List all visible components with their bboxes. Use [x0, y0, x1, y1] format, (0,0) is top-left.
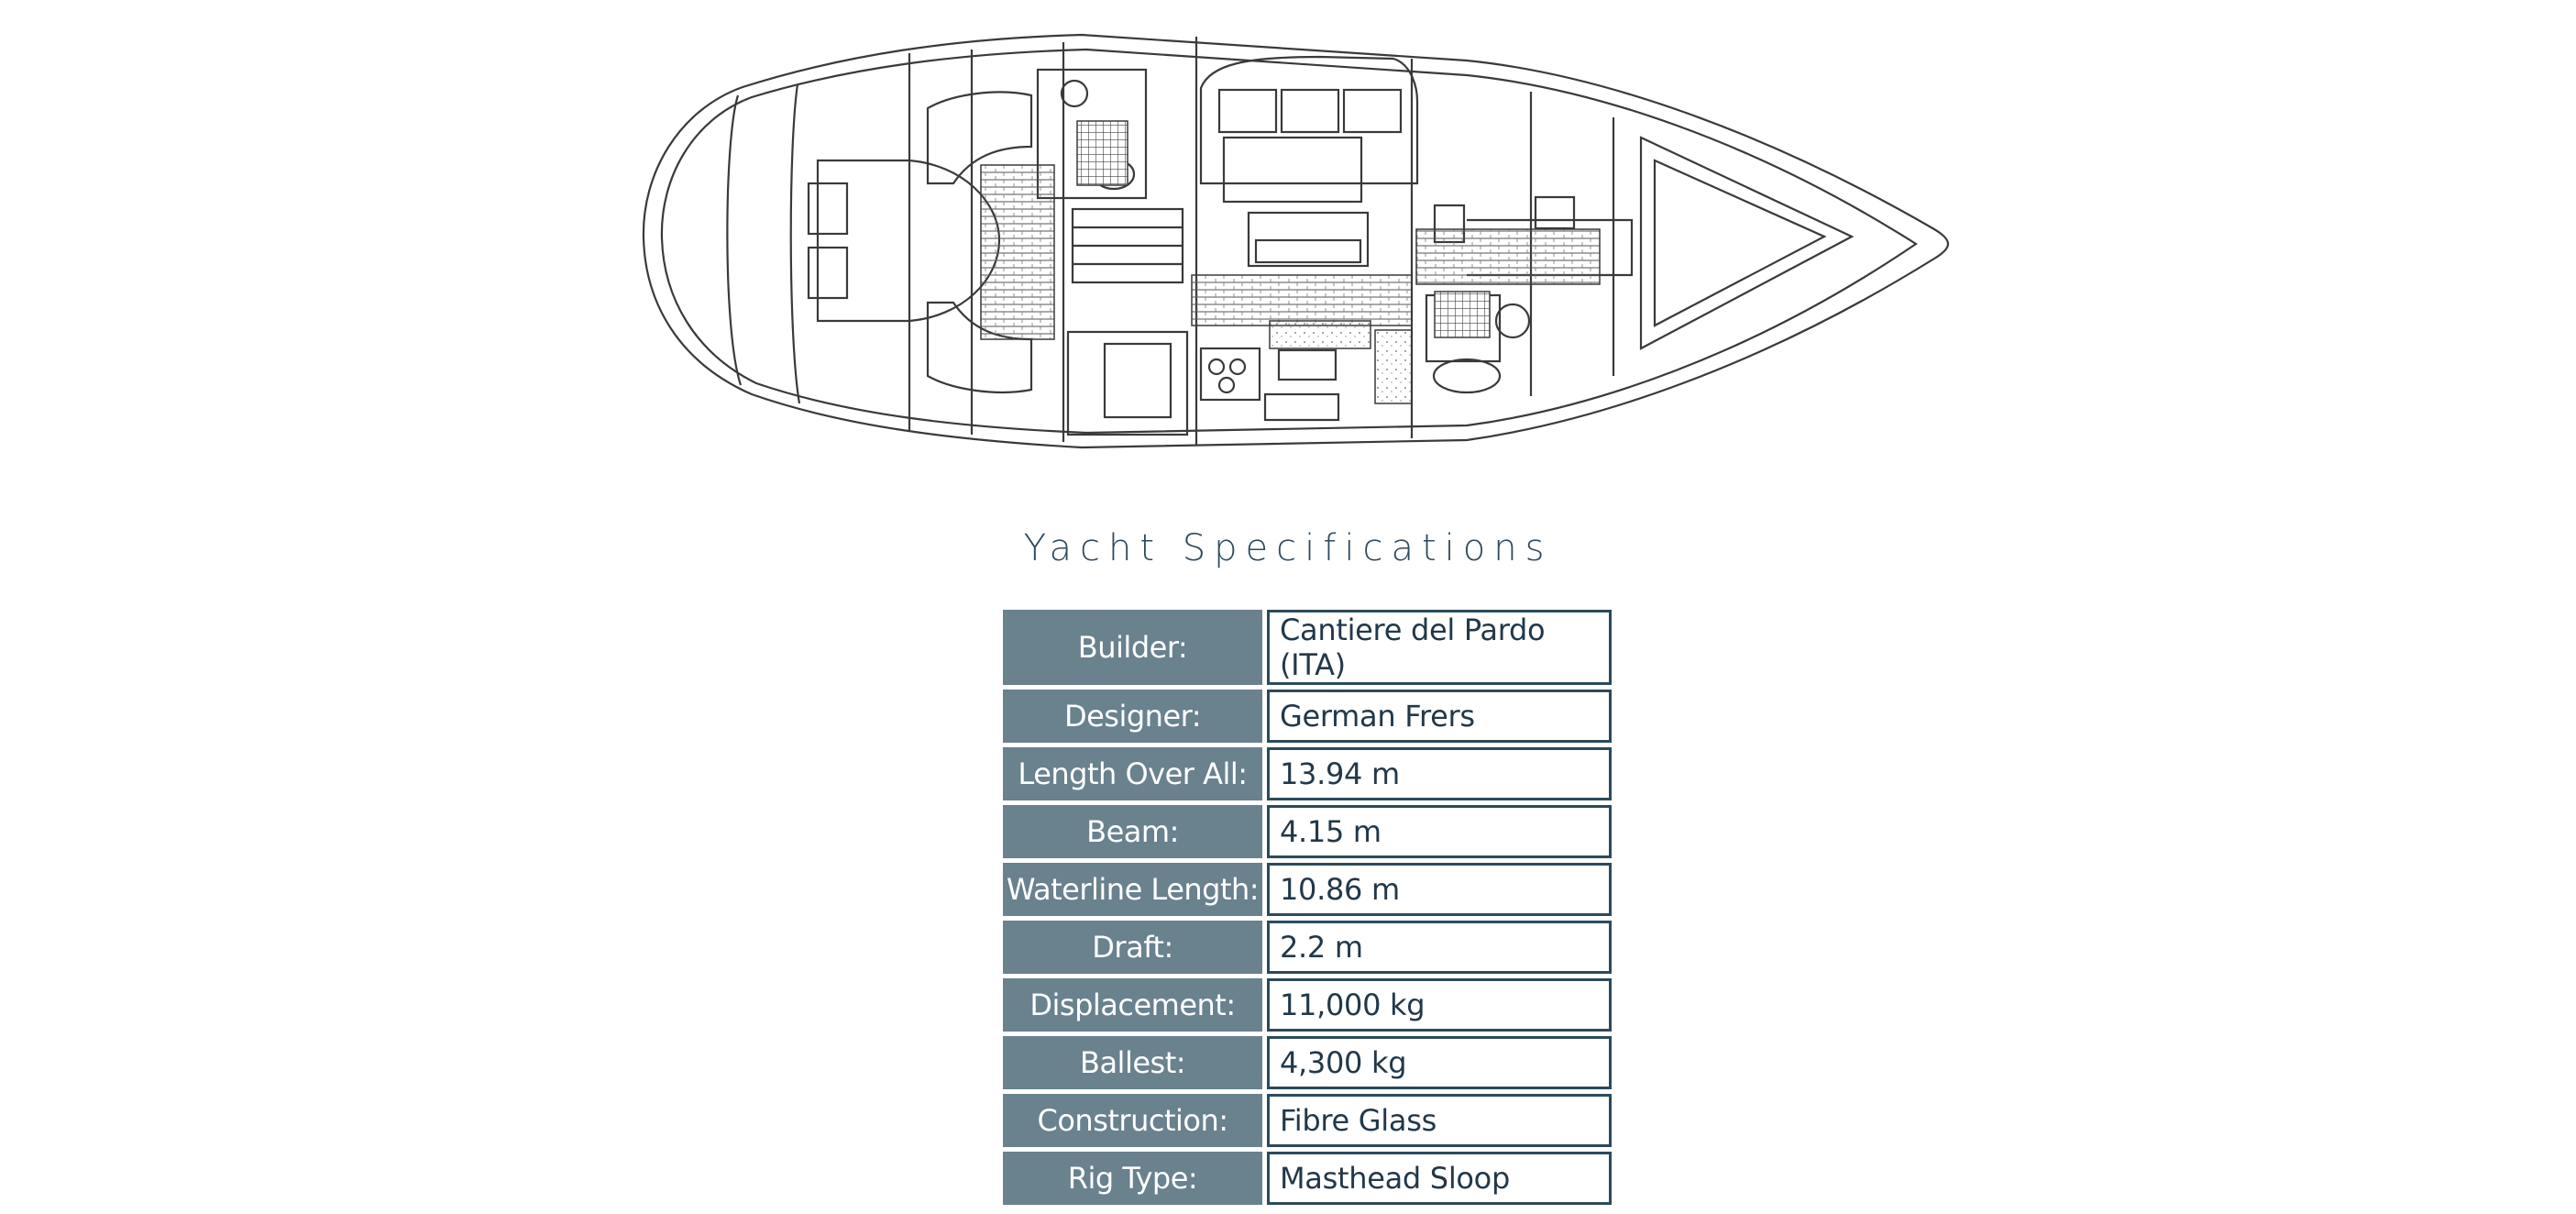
- spec-label: Designer:: [1003, 690, 1262, 743]
- spec-value: 4,300 kg: [1267, 1036, 1612, 1089]
- saloon-sole: [1191, 274, 1413, 326]
- head-grating: [1076, 120, 1128, 186]
- specs-table: Builder: Cantiere del Pardo (ITA) Design…: [998, 605, 1616, 1209]
- table-row: Designer: German Frers: [1003, 690, 1612, 743]
- spec-value: 2.2 m: [1267, 921, 1612, 974]
- spec-value: 13.94 m: [1267, 747, 1612, 800]
- spec-label: Construction:: [1003, 1094, 1262, 1147]
- table-row: Beam: 4.15 m: [1003, 805, 1612, 858]
- spec-label: Ballest:: [1003, 1036, 1262, 1089]
- spec-value: Masthead Sloop: [1267, 1152, 1612, 1205]
- spec-label: Builder:: [1003, 610, 1262, 685]
- galley-top: [1269, 320, 1371, 349]
- spec-label: Length Over All:: [1003, 747, 1262, 800]
- spec-label: Beam:: [1003, 805, 1262, 858]
- table-row: Rig Type: Masthead Sloop: [1003, 1152, 1612, 1205]
- cabin-sole: [980, 164, 1055, 340]
- spec-value: 4.15 m: [1267, 805, 1612, 858]
- table-row: Builder: Cantiere del Pardo (ITA): [1003, 610, 1612, 685]
- spec-value: 11,000 kg: [1267, 978, 1612, 1032]
- table-row: Length Over All: 13.94 m: [1003, 747, 1612, 800]
- table-row: Waterline Length: 10.86 m: [1003, 863, 1612, 916]
- spec-label: Draft:: [1003, 921, 1262, 974]
- spec-label: Rig Type:: [1003, 1152, 1262, 1205]
- table-row: Ballest: 4,300 kg: [1003, 1036, 1612, 1089]
- page-title: Yacht Specifications: [1023, 527, 1553, 569]
- spec-value: 10.86 m: [1267, 863, 1612, 916]
- hull-outline: [642, 33, 1950, 449]
- table-row: Draft: 2.2 m: [1003, 921, 1612, 974]
- spec-label: Waterline Length:: [1003, 863, 1262, 916]
- spec-label: Displacement:: [1003, 978, 1262, 1032]
- table-row: Displacement: 11,000 kg: [1003, 978, 1612, 1032]
- yacht-plan-svg: [642, 33, 1950, 449]
- spec-value: Cantiere del Pardo (ITA): [1267, 610, 1612, 685]
- forward-sole: [1415, 228, 1601, 285]
- galley-counter: [1374, 329, 1413, 404]
- spec-value: Fibre Glass: [1267, 1094, 1612, 1147]
- table-row: Construction: Fibre Glass: [1003, 1094, 1612, 1147]
- yacht-plan-drawing: [568, 0, 1998, 500]
- spec-value: German Frers: [1267, 690, 1612, 743]
- forward-grating: [1434, 291, 1491, 338]
